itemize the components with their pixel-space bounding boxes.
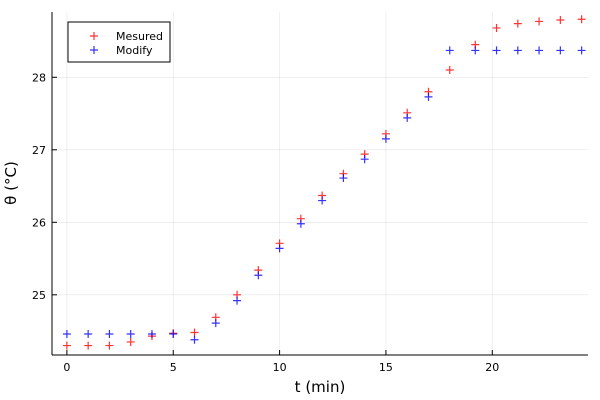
- data-point: [318, 196, 327, 205]
- legend-marker: [90, 32, 98, 40]
- series-mesured: [62, 15, 586, 350]
- data-point: [445, 46, 454, 55]
- series-modify: [62, 46, 586, 344]
- data-point: [105, 329, 114, 338]
- data-point: [513, 19, 522, 28]
- data-point: [556, 46, 565, 55]
- ticks: 0 5 10 15 20 25 26 27 28: [32, 71, 499, 374]
- data-point: [492, 23, 501, 32]
- data-point: [126, 337, 135, 346]
- legend-box: [67, 21, 171, 63]
- data-point: [105, 341, 114, 350]
- data-point: [233, 296, 242, 305]
- data-point: [556, 15, 565, 24]
- data-point: [403, 113, 412, 122]
- data-point: [147, 329, 156, 338]
- y-tick-label: 27: [32, 144, 46, 157]
- x-tick-label: 0: [63, 361, 70, 374]
- axes: [51, 12, 588, 356]
- data-point: [126, 329, 135, 338]
- data-point: [275, 244, 284, 253]
- x-axis-label: t (min): [295, 378, 346, 396]
- data-point: [513, 46, 522, 55]
- data-point: [360, 155, 369, 164]
- data-point: [339, 174, 348, 183]
- data-point: [169, 329, 178, 338]
- data-point: [577, 15, 586, 24]
- legend-label: Mesured: [116, 30, 163, 43]
- data-point: [84, 329, 93, 338]
- data-point: [296, 219, 305, 228]
- data-point: [535, 46, 544, 55]
- data-point: [62, 341, 71, 350]
- data-point: [190, 335, 199, 344]
- legend-label: Modify: [116, 44, 153, 57]
- x-tick-label: 10: [273, 361, 287, 374]
- y-tick-label: 25: [32, 289, 46, 302]
- x-tick-label: 15: [379, 361, 393, 374]
- y-tick-label: 26: [32, 216, 46, 229]
- data-point: [62, 329, 71, 338]
- data-point: [424, 92, 433, 101]
- grid: [52, 12, 588, 355]
- y-axis-label: θ (°C): [2, 161, 20, 205]
- y-tick-label: 28: [32, 71, 46, 84]
- legend-marker: [90, 46, 98, 54]
- data-marks: [62, 15, 586, 350]
- data-point: [535, 17, 544, 26]
- x-tick-label: 5: [170, 361, 177, 374]
- data-point: [254, 271, 263, 280]
- data-point: [84, 341, 93, 350]
- data-point: [211, 319, 220, 328]
- data-point: [492, 46, 501, 55]
- data-point: [445, 66, 454, 75]
- x-tick-label: 20: [485, 361, 499, 374]
- data-point: [190, 328, 199, 337]
- data-point: [577, 46, 586, 55]
- data-point: [471, 46, 480, 55]
- data-point: [381, 134, 390, 143]
